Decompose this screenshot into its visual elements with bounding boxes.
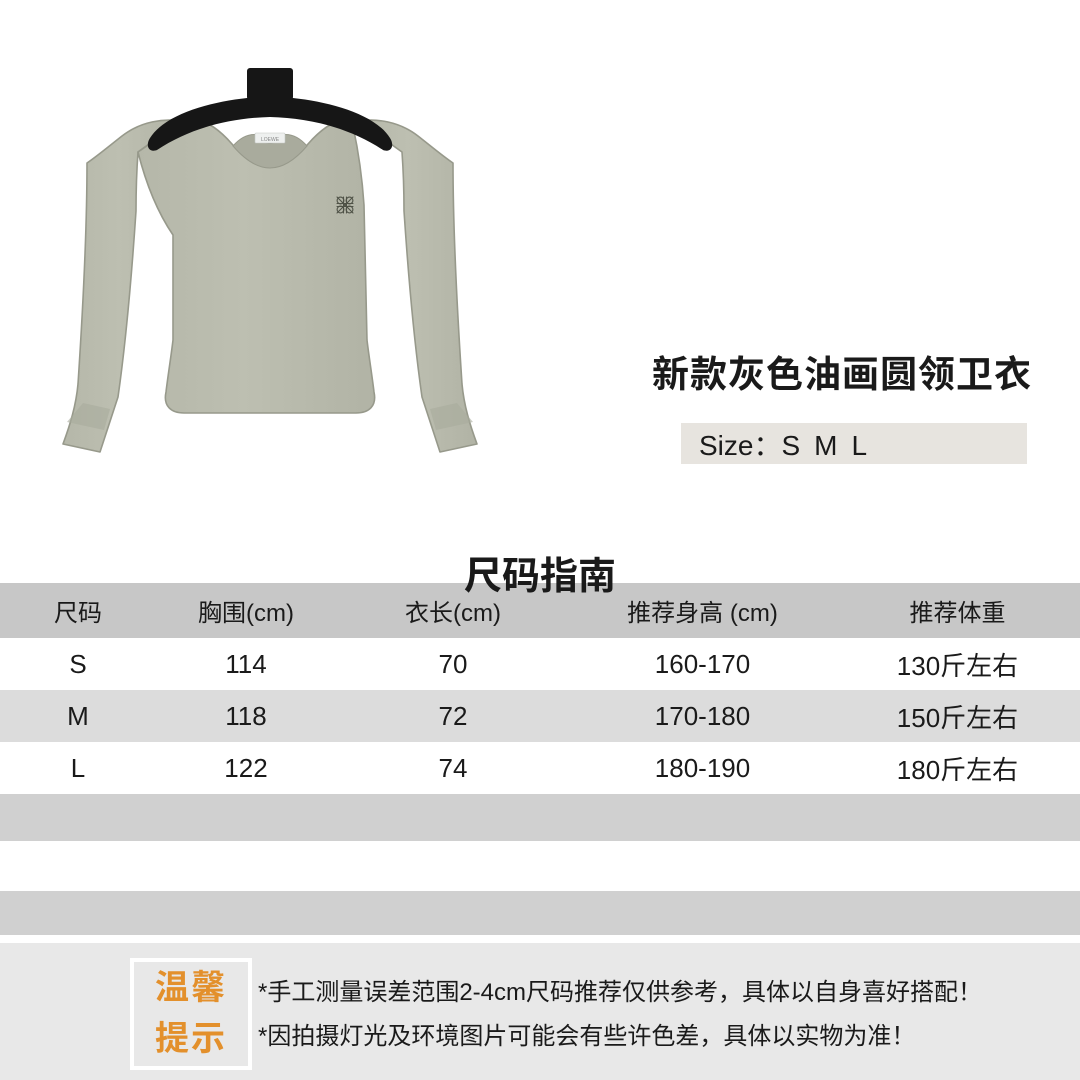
svg-text:LOEWE: LOEWE <box>261 137 280 143</box>
